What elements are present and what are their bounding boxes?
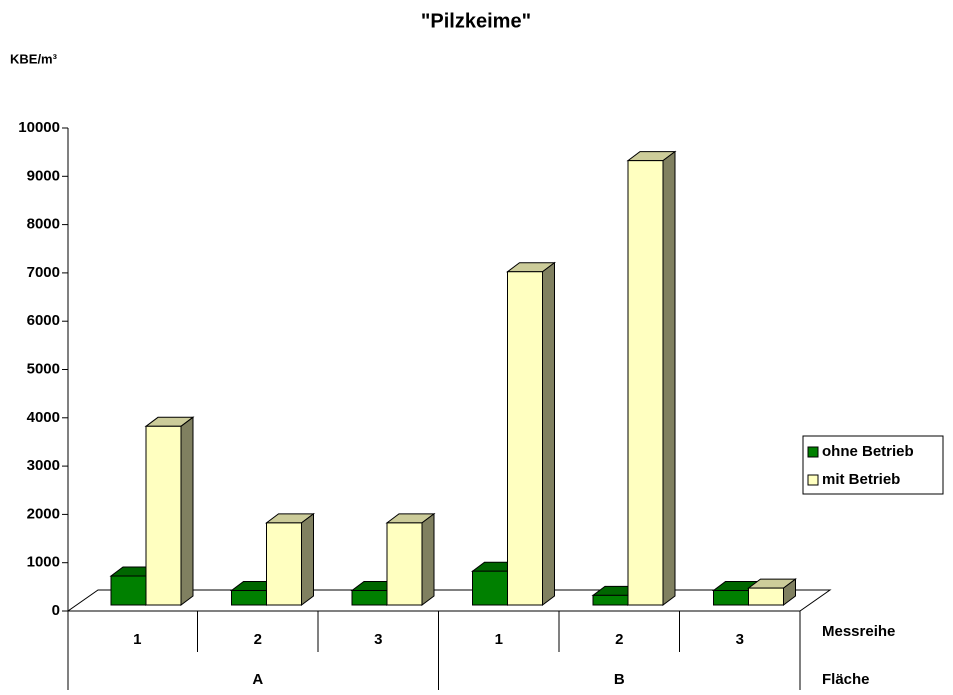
x-axis-label: Messreihe <box>822 623 895 640</box>
bar <box>231 590 267 606</box>
bar <box>145 425 182 606</box>
bar <box>386 522 423 606</box>
y-tick-label: 5000 <box>27 360 60 377</box>
y-tick-label: 2000 <box>27 505 60 522</box>
y-tick-label: 4000 <box>27 409 60 426</box>
x-tick-label: 2 <box>615 631 623 648</box>
bar <box>627 160 664 606</box>
legend-swatch <box>807 446 819 458</box>
bar <box>472 570 508 606</box>
x-tick-label: 1 <box>133 631 141 648</box>
group-axis-label: Fläche <box>822 671 870 688</box>
legend-box <box>802 435 944 495</box>
legend-swatch <box>807 474 819 486</box>
bar <box>713 590 749 606</box>
x-tick-label: 1 <box>495 631 503 648</box>
bar-side <box>180 416 194 606</box>
legend-label: ohne Betrieb <box>822 443 914 460</box>
x-tick-label: 3 <box>374 631 382 648</box>
y-tick-label: 1000 <box>27 554 60 571</box>
x-tick-label: 3 <box>736 631 744 648</box>
y-tick-label: 3000 <box>27 457 60 474</box>
y-tick-label: 10000 <box>18 119 60 136</box>
group-label: B <box>614 671 625 688</box>
bar-side <box>421 512 435 606</box>
y-tick-label: 8000 <box>27 216 60 233</box>
bar <box>110 575 147 606</box>
x-tick-label: 2 <box>254 631 262 648</box>
y-axis-label: KBE/m³ <box>10 51 58 66</box>
bar-side <box>542 261 555 606</box>
chart-title: "Pilzkeime" <box>421 10 531 32</box>
bar <box>266 522 302 606</box>
y-tick-label: 7000 <box>27 264 60 281</box>
bar <box>748 587 784 606</box>
bar <box>507 271 543 606</box>
legend-label: mit Betrieb <box>822 471 900 488</box>
bar <box>351 590 388 606</box>
bar <box>592 594 629 606</box>
y-tick-label: 9000 <box>27 167 60 184</box>
y-tick-label: 0 <box>52 602 60 619</box>
bar-side <box>662 150 676 606</box>
bar-side <box>301 512 314 606</box>
group-label: A <box>252 671 263 688</box>
y-tick-label: 6000 <box>27 312 60 329</box>
